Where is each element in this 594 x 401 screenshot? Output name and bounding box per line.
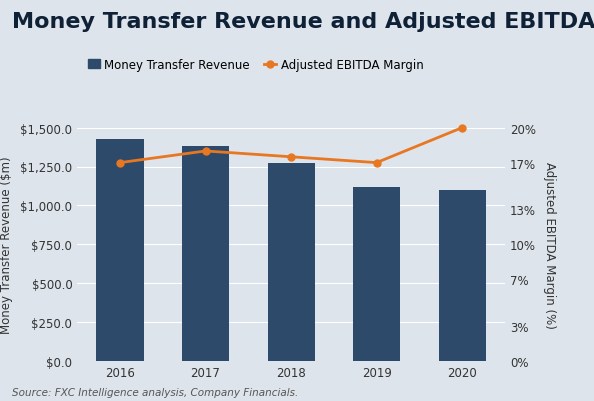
Y-axis label: Money Transfer Revenue ($m): Money Transfer Revenue ($m) xyxy=(0,156,13,333)
Bar xyxy=(267,164,315,361)
Bar xyxy=(353,187,400,361)
Legend: Money Transfer Revenue, Adjusted EBITDA Margin: Money Transfer Revenue, Adjusted EBITDA … xyxy=(83,54,428,77)
Y-axis label: Adjusted EBITDA Margin (%): Adjusted EBITDA Margin (%) xyxy=(543,161,556,328)
Bar xyxy=(182,147,229,361)
Text: Source: FXC Intelligence analysis, Company Financials.: Source: FXC Intelligence analysis, Compa… xyxy=(12,387,298,397)
Bar xyxy=(438,190,486,361)
Bar xyxy=(96,139,144,361)
Text: Money Transfer Revenue and Adjusted EBITDA Margin: Money Transfer Revenue and Adjusted EBIT… xyxy=(12,12,594,32)
